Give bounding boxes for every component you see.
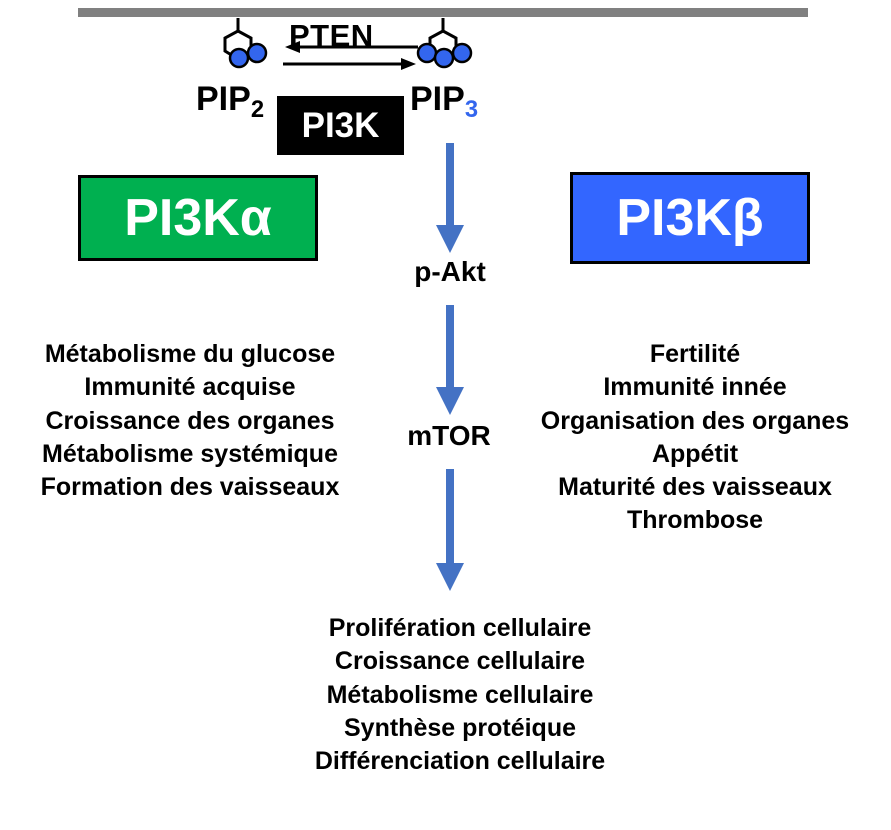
list-item: Maturité des vaisseaux: [558, 473, 832, 501]
list-item: Immunité innée: [603, 373, 787, 402]
pip3-label: PIP3: [410, 80, 478, 121]
pip2-label: PIP2: [196, 80, 264, 121]
pip3-subscript: 3: [464, 95, 479, 123]
shared-functions-list: Prolifération cellulaire Croissance cell…: [250, 612, 670, 778]
pip3-label-text: PIP: [410, 80, 465, 118]
beta-functions-list: Fertilité Immunité innée Organisation de…: [505, 338, 885, 538]
pip2-label-text: PIP: [196, 80, 251, 118]
pi3k-alpha-box: PI3Kα: [78, 175, 318, 261]
arrow-pip3-to-pakt: [432, 143, 468, 253]
list-item: Métabolisme du glucose: [44, 340, 336, 368]
list-item: Croissance des organes: [45, 406, 335, 435]
reversible-reaction-arrows: [283, 38, 418, 77]
pi3k-beta-box: PI3Kβ: [570, 172, 810, 264]
pi3k-enzyme-label: PI3K: [301, 106, 380, 145]
list-item: Prolifération cellulaire: [328, 614, 592, 642]
alpha-functions-list: Métabolisme du glucose Immunité acquise …: [4, 338, 376, 504]
pi3k-beta-label: PI3Kβ: [616, 189, 764, 247]
p-akt-node-label: p-Akt: [414, 256, 486, 287]
pip3-lipid-icon: [412, 18, 492, 74]
plasma-membrane-bar: [78, 8, 808, 17]
list-item: Organisation des organes: [540, 406, 850, 435]
list-item: Différenciation cellulaire: [314, 747, 606, 775]
list-item: Thrombose: [626, 506, 764, 535]
pi3k-enzyme-box: PI3K: [277, 96, 404, 155]
list-item: Synthèse protéique: [344, 713, 576, 742]
pip2-lipid-icon: [214, 18, 284, 74]
pi3k-alpha-label: PI3Kα: [124, 189, 272, 247]
list-item: Fertilité: [649, 340, 741, 368]
pip2-subscript: 2: [250, 95, 265, 123]
arrow-mtor-to-outcomes: [432, 469, 468, 591]
arrow-pakt-to-mtor: [432, 305, 468, 415]
list-item: Appétit: [651, 439, 739, 468]
list-item: Croissance cellulaire: [334, 647, 586, 676]
pten-reverse-arrow: [285, 41, 418, 53]
list-item: Formation des vaisseaux: [40, 473, 340, 501]
list-item: Immunité acquise: [84, 373, 296, 402]
pi3k-forward-arrow: [283, 58, 416, 70]
list-item: Métabolisme systémique: [42, 439, 338, 468]
mtor-node-label: mTOR: [407, 420, 491, 451]
list-item: Métabolisme cellulaire: [326, 680, 594, 709]
